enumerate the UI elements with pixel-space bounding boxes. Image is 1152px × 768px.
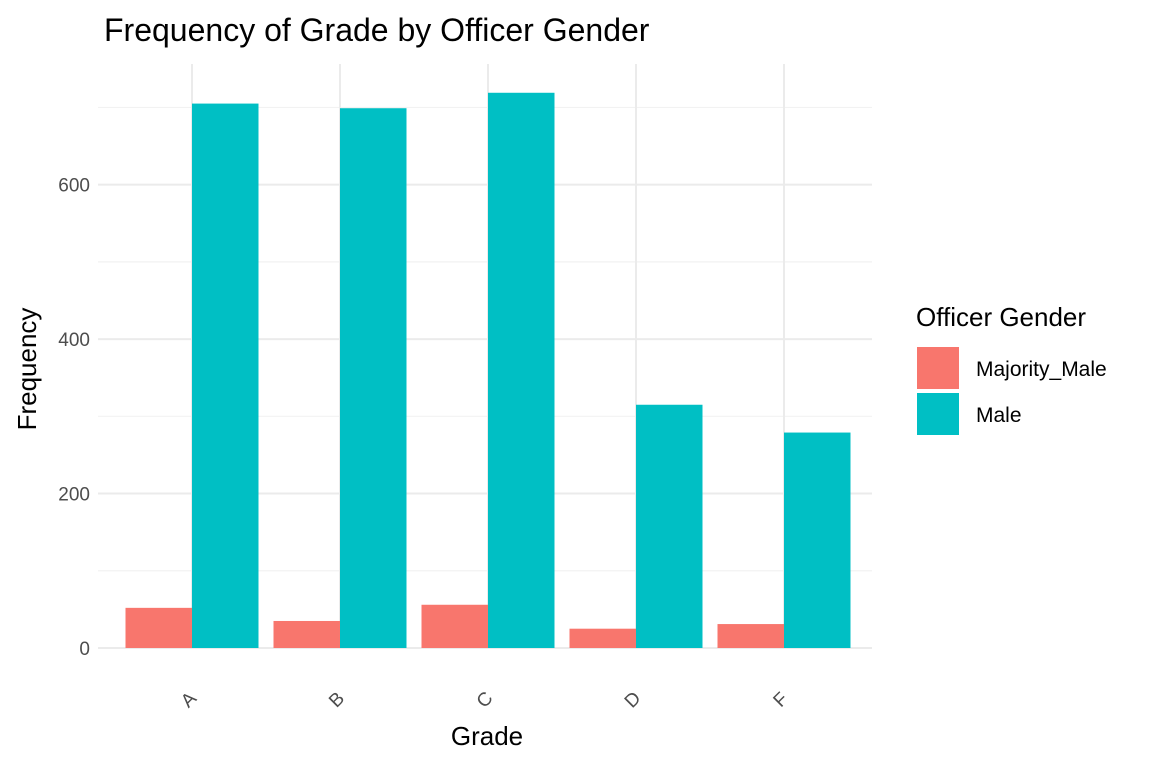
y-tick-label: 600 <box>58 176 90 197</box>
bar-majority-male-a <box>125 607 192 648</box>
legend-title: Officer Gender <box>916 302 1086 332</box>
legend-items: Majority_Male Male <box>917 347 1107 435</box>
bar-majority-male-c <box>421 604 488 648</box>
y-axis-ticks: 0 200 400 600 <box>58 176 90 660</box>
y-tick-label: 200 <box>58 485 90 506</box>
x-tick-label: D <box>621 688 646 713</box>
bar-majority-male-d <box>569 628 636 648</box>
bars <box>125 92 851 649</box>
bar-majority-male-f <box>717 624 784 648</box>
legend-swatch <box>917 347 959 389</box>
legend-label: Male <box>976 404 1022 427</box>
bar-male-a <box>192 103 259 649</box>
y-tick-label: 400 <box>58 330 90 351</box>
y-tick-label: 0 <box>79 639 90 660</box>
x-tick-label: F <box>770 689 793 712</box>
legend-label: Majority_Male <box>976 358 1107 381</box>
legend: Officer Gender Majority_Male Male <box>916 302 1107 435</box>
legend-swatch <box>917 393 959 435</box>
bar-male-c <box>488 92 555 649</box>
x-tick-label: A <box>177 688 201 712</box>
chart-title: Frequency of Grade by Officer Gender <box>104 12 650 48</box>
bar-majority-male-b <box>273 620 340 648</box>
x-tick-label: C <box>473 688 498 713</box>
y-axis-title: Frequency <box>12 308 42 431</box>
bar-male-b <box>340 108 407 648</box>
bar-male-f <box>784 432 851 648</box>
x-axis-title: Grade <box>451 721 523 751</box>
bar-male-d <box>636 404 703 648</box>
x-tick-label: B <box>325 688 349 712</box>
